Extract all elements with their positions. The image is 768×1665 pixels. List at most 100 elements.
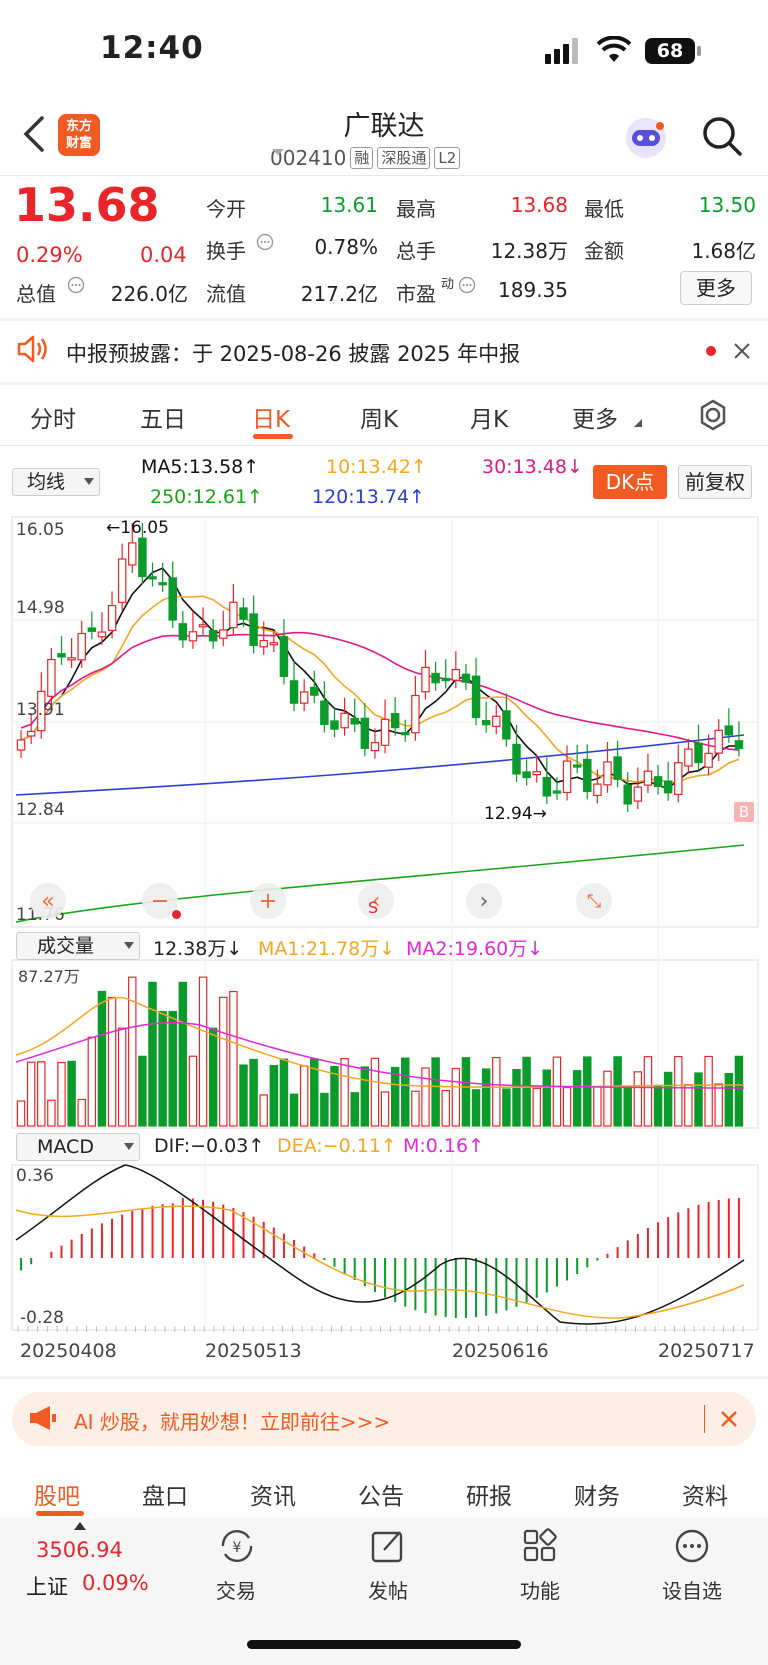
stock-name: 广联达: [343, 111, 425, 142]
stock-subtitle[interactable]: 002410 融 深股通 L2: [270, 146, 461, 170]
buy-marker[interactable]: B: [734, 802, 754, 822]
tab-news[interactable]: 资讯: [250, 1484, 296, 1510]
candle-body: [299, 691, 309, 704]
candle-body: [532, 771, 541, 776]
ad-banner[interactable]: [12, 1392, 756, 1446]
close-icon[interactable]: [720, 1410, 738, 1428]
volume-bar: [390, 1066, 400, 1127]
candle-body: [148, 576, 157, 580]
candle-body: [613, 756, 622, 780]
volume-bar: [532, 1087, 541, 1127]
close-icon[interactable]: [733, 342, 751, 360]
tab-monthly-k[interactable]: 月K: [470, 407, 509, 433]
search-icon[interactable]: [700, 114, 744, 158]
candle-body: [198, 624, 208, 628]
tab-weekly-k[interactable]: 周K: [360, 407, 399, 433]
functions-label[interactable]: 功能: [520, 1579, 560, 1603]
current-price: 13.68: [14, 178, 160, 232]
back-icon[interactable]: [20, 114, 50, 154]
candle-body: [674, 762, 683, 796]
info-icon[interactable]: [67, 276, 85, 294]
macd-dea: DEA:−0.11↑: [277, 1135, 397, 1157]
candle-body: [390, 712, 400, 729]
home-indicator: [247, 1640, 521, 1649]
candle-body: [633, 786, 643, 802]
volume-bar: [684, 1084, 693, 1127]
candle-body: [370, 742, 380, 752]
candle-body: [158, 582, 167, 586]
index-value[interactable]: 3506.94: [36, 1538, 123, 1562]
index-name: 上证: [26, 1575, 68, 1599]
pe-label: 市盈: [396, 282, 436, 306]
candle-body: [219, 629, 228, 639]
divider: [0, 1376, 768, 1379]
y-label-4: 12.84: [16, 800, 65, 820]
active-tab-indicator: [36, 1511, 84, 1516]
macd-select-label: MACD: [37, 1136, 94, 1158]
tab-research[interactable]: 研报: [466, 1484, 512, 1510]
wifi-icon: [597, 36, 631, 62]
volume-bar: [107, 996, 117, 1127]
info-icon[interactable]: [256, 233, 274, 251]
scroll-right-button[interactable]: ›: [466, 883, 502, 919]
ad-text[interactable]: AI 炒股，就用妙想！立即前往>>>: [74, 1410, 391, 1434]
tab-order-book[interactable]: 盘口: [142, 1484, 188, 1510]
tab-more[interactable]: 更多: [572, 407, 618, 433]
scroll-left-fast-button[interactable]: «: [30, 883, 66, 919]
volume-bar: [148, 981, 157, 1127]
ma30-value: 30:13.48↓: [482, 456, 583, 478]
fullscreen-button[interactable]: ⤡: [576, 883, 612, 919]
candle-body: [279, 636, 289, 677]
scroll-left-button[interactable]: ‹: [358, 883, 394, 919]
indicator-select[interactable]: 均线: [12, 468, 100, 496]
ma10-line: [20, 595, 740, 784]
zoom-in-button[interactable]: +: [250, 883, 286, 919]
volume-bar: [138, 1055, 147, 1127]
notice-text[interactable]: 中报预披露：于 2025-08-26 披露 2025 年中报: [66, 342, 521, 366]
candle-body: [340, 712, 349, 729]
more-button[interactable]: 更多: [680, 271, 752, 305]
volume-bar: [57, 1061, 66, 1127]
adjust-button[interactable]: 前复权: [678, 465, 752, 499]
robot-icon[interactable]: [622, 114, 670, 162]
more-circle-icon[interactable]: [674, 1528, 710, 1564]
settings-icon[interactable]: [696, 398, 730, 432]
macd-dif-line: [15, 1164, 745, 1325]
tab-five-day[interactable]: 五日: [140, 407, 186, 433]
candle-body: [552, 790, 562, 794]
tab-intraday[interactable]: 分时: [30, 407, 76, 433]
compose-icon[interactable]: [370, 1528, 406, 1564]
info-icon[interactable]: [458, 276, 476, 294]
tab-announcements[interactable]: 公告: [358, 1484, 404, 1510]
volume-bar: [249, 1058, 258, 1127]
volume-bar: [128, 976, 137, 1127]
eastmoney-logo[interactable]: 东方 财富: [58, 114, 100, 156]
candle-body: [663, 780, 673, 794]
volume-bar: [198, 976, 208, 1127]
add-watchlist-label[interactable]: 设自选: [662, 1579, 722, 1603]
apps-icon[interactable]: [522, 1528, 558, 1564]
trade-label[interactable]: 交易: [216, 1579, 256, 1603]
tab-profile[interactable]: 资料: [682, 1484, 728, 1510]
tab-finance[interactable]: 财务: [574, 1484, 620, 1510]
candle-body: [653, 776, 663, 788]
volume-bar: [208, 1027, 218, 1127]
volume-bar: [77, 1098, 86, 1127]
dk-point-button[interactable]: DK点: [593, 465, 667, 499]
candle-body: [249, 613, 258, 647]
candle-body: [67, 657, 76, 661]
trade-icon[interactable]: ¥: [217, 1528, 257, 1564]
divider: [0, 175, 768, 176]
candle-body: [572, 764, 582, 768]
candle-body: [208, 629, 218, 642]
candle-body: [289, 680, 299, 704]
post-label[interactable]: 发帖: [368, 1579, 408, 1603]
macd-select[interactable]: MACD: [16, 1133, 140, 1161]
volume-select[interactable]: 成交量: [16, 932, 140, 960]
candle-body: [461, 673, 471, 683]
tab-daily-k[interactable]: 日K: [252, 407, 291, 433]
chart-panel-frame: [11, 1164, 759, 1331]
tab-guba[interactable]: 股吧: [34, 1484, 80, 1510]
volume-bar: [481, 1068, 491, 1127]
kline-chart[interactable]: [0, 0, 768, 1400]
